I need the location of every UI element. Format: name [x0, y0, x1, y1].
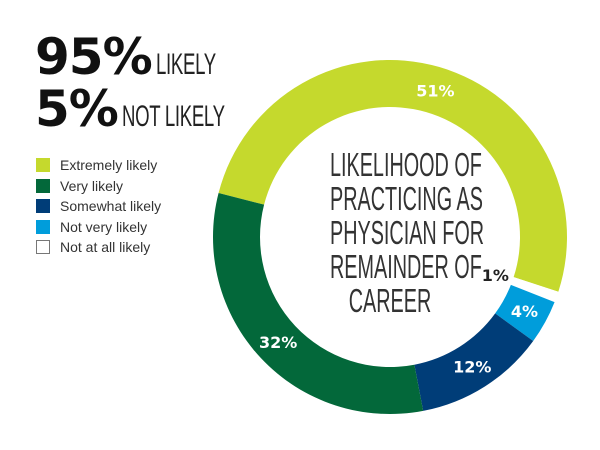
legend-swatch	[36, 178, 50, 193]
data-label: 12%	[453, 358, 491, 377]
legend-item: Not very likely	[36, 217, 161, 238]
donut-segment-not-at-all-likely	[510, 277, 559, 303]
headline-likely: 95% LIKELY	[35, 28, 252, 86]
legend-label: Very likely	[60, 177, 124, 194]
headline-not-likely: 5% NOT LIKELY	[35, 80, 288, 138]
donut-segment-very-likely	[212, 192, 424, 414]
donut-segment-extremely-likely	[218, 59, 568, 292]
legend-item: Somewhat likely	[36, 196, 161, 217]
legend-swatch	[36, 219, 50, 234]
legend-swatch	[36, 240, 50, 255]
legend-item: Extremely likely	[36, 155, 161, 176]
donut-segment-not-very-likely	[495, 284, 555, 342]
likely-percent: 95%	[35, 28, 153, 86]
not-likely-percent: 5%	[35, 80, 119, 138]
data-label: 32%	[259, 333, 297, 352]
not-likely-label: NOT LIKELY	[121, 100, 225, 133]
likely-label: LIKELY	[155, 48, 216, 81]
title-line: LIKELIHOOD OF	[330, 146, 482, 183]
legend-swatch	[36, 158, 50, 173]
legend-label: Extremely likely	[60, 157, 158, 174]
legend-swatch	[36, 199, 50, 214]
legend: Extremely likely Very likely Somewhat like…	[36, 155, 161, 258]
data-label: 4%	[511, 302, 538, 321]
legend-label: Somewhat likely	[60, 198, 162, 215]
legend-item: Very likely	[36, 176, 161, 197]
title-line: PHYSICIAN FOR	[330, 214, 485, 251]
chart-title: LIKELIHOOD OF PRACTICING AS PHYSICIAN FO…	[290, 148, 490, 318]
title-line: CAREER	[348, 282, 432, 319]
legend-label: Not at all likely	[60, 239, 151, 256]
title-line: REMAINDER OF	[330, 248, 482, 285]
data-label: 51%	[416, 81, 454, 100]
legend-label: Not very likely	[60, 218, 148, 235]
title-line: PRACTICING AS	[330, 180, 483, 217]
legend-item: Not at all likely	[36, 237, 161, 258]
data-label: 1%	[482, 266, 509, 285]
donut-segment-somewhat-likely	[414, 313, 534, 411]
